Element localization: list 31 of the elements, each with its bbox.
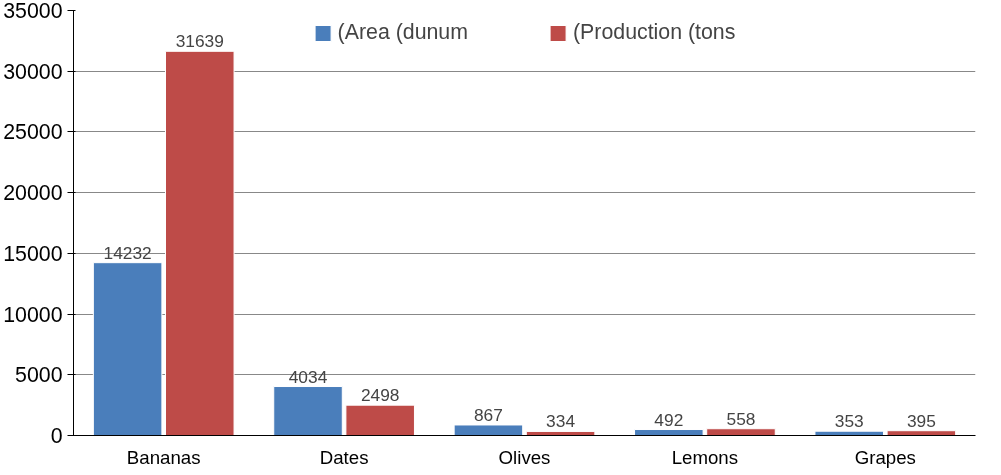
y-tick-label: 25000: [3, 120, 63, 145]
data-label: 395: [906, 410, 936, 431]
bar: [634, 429, 704, 436]
y-tick-label: 15000: [3, 241, 63, 266]
x-tick-label: Lemons: [671, 446, 739, 468]
x-tick-label: Bananas: [126, 446, 201, 468]
data-label: 31639: [175, 31, 224, 52]
y-tick-label: 0: [50, 424, 63, 448]
legend-label: (Area (dunum: [337, 20, 468, 45]
data-label: 492: [654, 409, 684, 430]
y-tick-label: 35000: [3, 0, 63, 23]
x-tick-label: Grapes: [854, 446, 916, 468]
bar: [453, 424, 524, 436]
data-label: 558: [726, 408, 756, 429]
x-tick-label: Olives: [498, 446, 551, 468]
bar: [273, 386, 343, 436]
data-label: 2498: [360, 385, 400, 406]
y-tick-label: 5000: [15, 363, 63, 388]
data-label: 867: [473, 404, 503, 425]
y-tick-label: 20000: [3, 181, 63, 206]
bar: [886, 430, 957, 436]
bar: [706, 428, 776, 436]
y-tick-label: 10000: [3, 302, 63, 327]
x-tick-label: Dates: [319, 446, 369, 468]
bar: [165, 50, 235, 436]
y-tick-label: 30000: [3, 59, 63, 84]
data-label: 334: [546, 411, 576, 432]
data-label: 353: [834, 411, 864, 432]
bar: [345, 404, 415, 436]
legend-label: (Production (tons: [572, 20, 736, 45]
bar: [92, 262, 163, 436]
